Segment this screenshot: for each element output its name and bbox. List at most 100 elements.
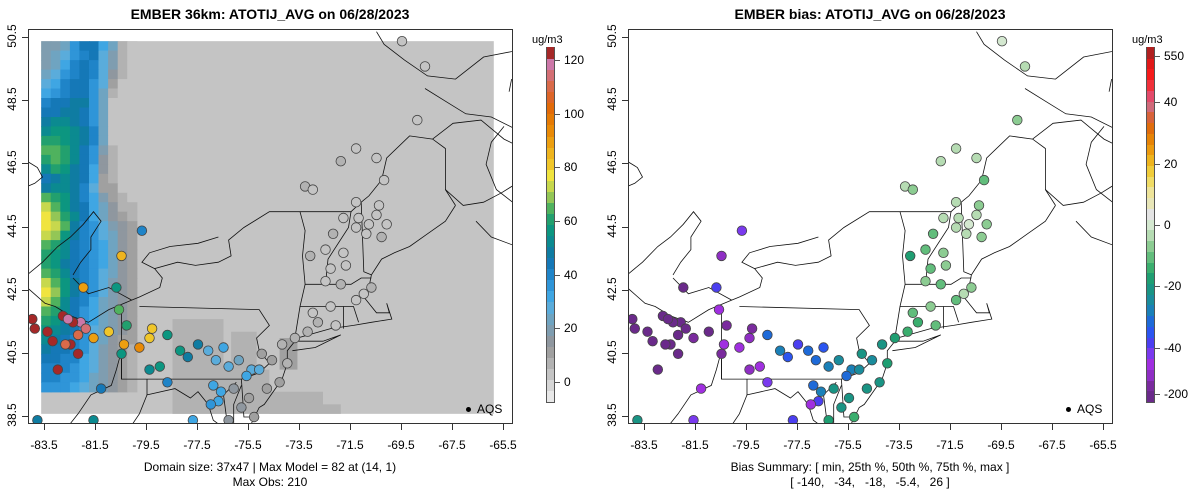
station-marker[interactable] [47, 336, 58, 347]
station-marker[interactable] [134, 342, 145, 353]
station-marker[interactable] [652, 364, 664, 375]
station-marker[interactable] [116, 250, 127, 262]
station-marker[interactable] [920, 275, 931, 287]
station-marker[interactable] [373, 200, 385, 211]
station-marker[interactable] [174, 345, 186, 356]
station-marker[interactable] [746, 323, 758, 334]
station-marker[interactable] [762, 329, 773, 341]
station-marker[interactable] [774, 345, 786, 356]
station-marker[interactable] [29, 313, 38, 325]
station-marker[interactable] [660, 339, 671, 350]
station-marker[interactable] [340, 260, 352, 271]
station-marker[interactable] [136, 225, 148, 236]
station-marker[interactable] [930, 320, 941, 331]
station-marker[interactable] [912, 317, 924, 328]
station-marker[interactable] [703, 326, 715, 337]
station-marker[interactable] [350, 294, 362, 306]
station-marker[interactable] [162, 329, 173, 341]
station-marker[interactable] [836, 402, 847, 413]
station-marker[interactable] [350, 143, 362, 154]
station-marker[interactable] [762, 377, 773, 388]
station-marker[interactable] [353, 212, 364, 224]
station-marker[interactable] [1012, 114, 1023, 126]
station-marker[interactable] [187, 415, 199, 424]
station-marker[interactable] [678, 282, 689, 293]
station-marker[interactable] [973, 200, 985, 211]
station-marker[interactable] [282, 358, 293, 369]
station-marker[interactable] [976, 231, 987, 243]
station-marker[interactable] [223, 361, 234, 372]
station-marker[interactable] [792, 339, 804, 350]
station-marker[interactable] [338, 247, 349, 259]
station-marker[interactable] [253, 364, 265, 375]
station-marker[interactable] [241, 370, 252, 382]
station-marker[interactable] [154, 361, 166, 372]
station-marker[interactable] [371, 209, 382, 221]
station-marker[interactable] [243, 392, 255, 404]
station-marker[interactable] [338, 212, 349, 224]
station-marker[interactable] [848, 411, 860, 423]
station-marker[interactable] [361, 228, 372, 240]
station-marker[interactable] [905, 250, 916, 262]
station-marker[interactable] [396, 35, 408, 47]
station-marker[interactable] [907, 307, 919, 319]
station-marker[interactable] [818, 342, 829, 353]
station-marker[interactable] [307, 307, 319, 319]
station-marker[interactable] [121, 320, 132, 331]
station-marker[interactable] [261, 383, 273, 394]
station-marker[interactable] [950, 222, 962, 233]
station-marker[interactable] [866, 355, 878, 366]
station-marker[interactable] [210, 355, 222, 366]
station-marker[interactable] [734, 342, 745, 353]
station-marker[interactable] [711, 282, 722, 293]
station-marker[interactable] [828, 383, 839, 394]
station-marker[interactable] [266, 355, 278, 366]
station-marker[interactable] [958, 288, 970, 300]
station-marker[interactable] [350, 222, 362, 233]
station-marker[interactable] [1019, 61, 1031, 72]
station-marker[interactable] [103, 326, 115, 337]
station-marker[interactable] [874, 377, 885, 388]
station-marker[interactable] [289, 332, 301, 344]
station-marker[interactable] [662, 313, 674, 325]
station-marker[interactable] [111, 282, 122, 293]
station-marker[interactable] [950, 294, 962, 306]
station-marker[interactable] [363, 219, 375, 230]
station-marker[interactable] [248, 411, 260, 423]
station-marker[interactable] [823, 415, 834, 424]
station-marker[interactable] [412, 114, 423, 126]
station-marker[interactable] [721, 320, 732, 331]
station-marker[interactable] [208, 380, 219, 391]
station-marker[interactable] [144, 364, 155, 375]
station-marker[interactable] [419, 61, 431, 72]
station-marker[interactable] [88, 415, 99, 424]
station-marker[interactable] [72, 329, 84, 341]
station-marker[interactable] [713, 304, 725, 315]
station-marker[interactable] [381, 219, 392, 230]
station-marker[interactable] [335, 155, 347, 167]
station-marker[interactable] [695, 383, 707, 394]
station-marker[interactable] [162, 377, 173, 388]
station-marker[interactable] [144, 332, 155, 344]
station-marker[interactable] [810, 355, 822, 366]
station-marker[interactable] [925, 263, 936, 274]
station-marker[interactable] [256, 348, 268, 360]
station-marker[interactable] [856, 348, 868, 360]
station-marker[interactable] [378, 174, 390, 186]
station-marker[interactable] [62, 313, 74, 325]
station-marker[interactable] [325, 263, 336, 274]
station-marker[interactable] [307, 184, 319, 195]
station-marker[interactable] [907, 184, 919, 195]
station-marker[interactable] [42, 326, 53, 337]
station-marker[interactable] [302, 326, 313, 337]
station-marker[interactable] [971, 152, 982, 164]
station-marker[interactable] [647, 336, 658, 347]
station-marker[interactable] [276, 339, 288, 350]
station-marker[interactable] [642, 326, 653, 337]
station-marker[interactable] [223, 415, 234, 424]
station-marker[interactable] [29, 323, 41, 334]
station-marker[interactable] [80, 323, 92, 334]
station-marker[interactable] [953, 212, 964, 224]
station-marker[interactable] [744, 332, 755, 344]
station-marker[interactable] [938, 212, 949, 224]
